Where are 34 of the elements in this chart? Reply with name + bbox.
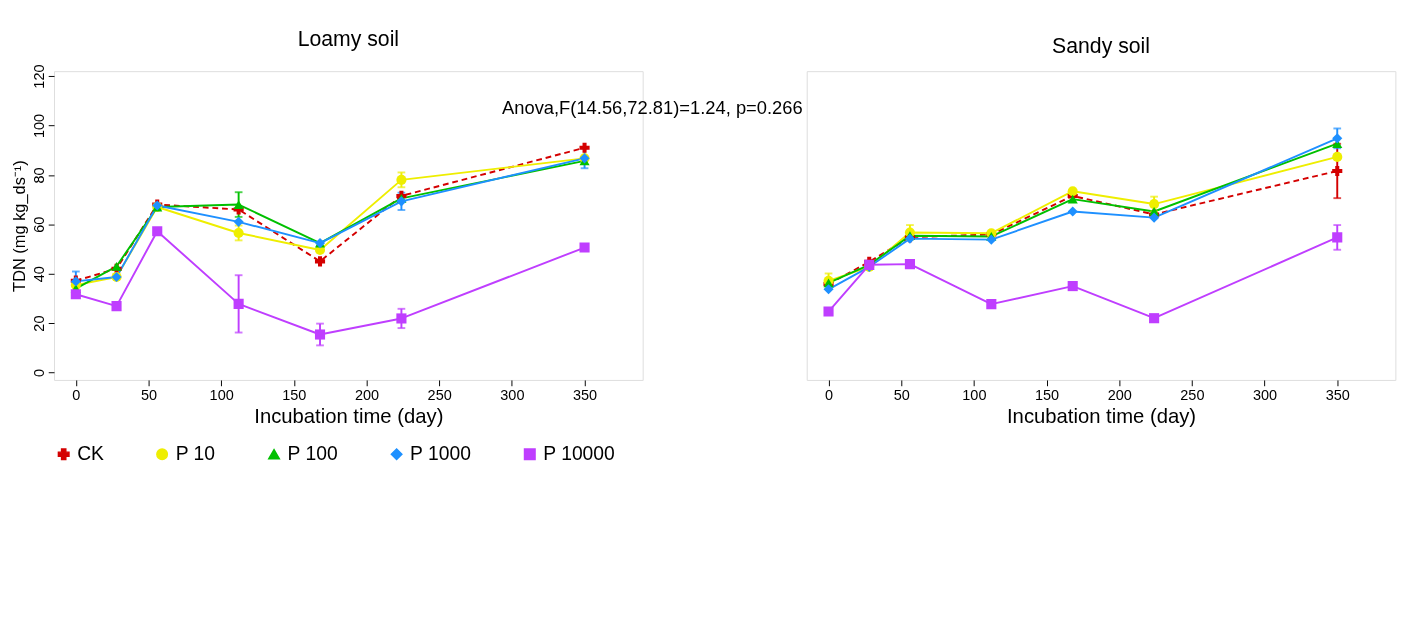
legend-label: P 10000 [543, 443, 615, 465]
annotation: Anova,F(14.56,72.81)=1.24, p=0.266 [502, 96, 803, 118]
x-tick-label: 100 [209, 386, 234, 403]
x-tick-label: 0 [72, 386, 81, 403]
legend-label: CK [77, 443, 105, 465]
y-axis-title: TDN (mg kg_ds⁻¹) [9, 160, 29, 292]
y-tick-label: 120 [30, 64, 47, 89]
legend-label: P 100 [287, 443, 338, 465]
x-tick-label: 0 [825, 386, 834, 403]
x-tick-label: 150 [282, 386, 307, 403]
x-tick-label: 300 [1252, 386, 1278, 403]
y-tick-label: 80 [30, 167, 47, 184]
x-tick-label: 300 [500, 386, 525, 403]
x-tick-label: 50 [893, 386, 910, 403]
x-tick-label: 350 [1325, 386, 1350, 403]
x-tick-label: 200 [354, 386, 380, 403]
x-tick-label: 350 [572, 386, 598, 403]
y-tick-label: 20 [30, 315, 47, 332]
x-tick-label: 150 [1034, 386, 1060, 403]
y-tick-label: 100 [30, 113, 47, 139]
y-tick-label: 40 [30, 266, 47, 283]
chart-title: Sandy soil [1052, 33, 1151, 58]
x-tick-label: 50 [140, 386, 158, 403]
x-axis-title: Incubation time (day) [1007, 404, 1197, 427]
x-axis-title: Incubation time (day) [254, 404, 444, 427]
y-tick-label: 0 [30, 369, 47, 378]
x-tick-label: 250 [427, 386, 452, 403]
y-tick-label: 60 [30, 216, 47, 233]
x-tick-label: 100 [962, 386, 987, 403]
legend-label: P 1000 [410, 443, 471, 465]
x-tick-label: 200 [1107, 386, 1132, 403]
legend-label: P 10 [175, 443, 215, 465]
chart-title: Loamy soil [297, 26, 400, 51]
x-tick-label: 250 [1180, 386, 1205, 403]
